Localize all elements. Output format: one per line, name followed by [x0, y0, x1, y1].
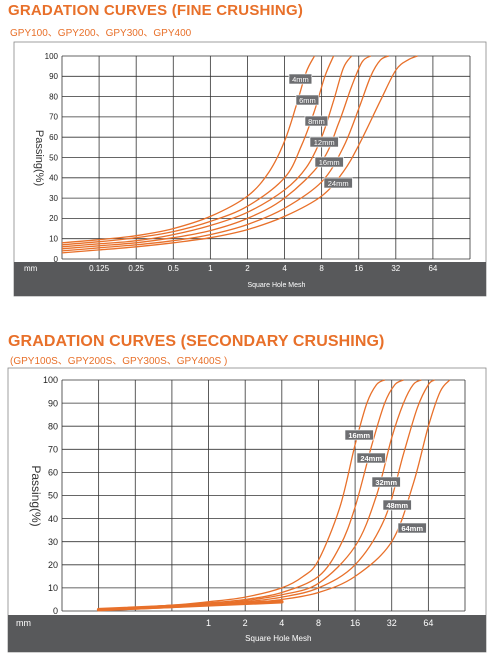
y-tick-label: 40 — [49, 174, 58, 183]
series-label: 32mm — [375, 478, 397, 487]
x-axis-band — [14, 262, 486, 296]
curve-12mm — [62, 55, 372, 250]
y-tick-label: 50 — [49, 153, 58, 162]
x-tick-label: 0.25 — [128, 264, 144, 273]
chart1-subtitle: GPY100、GPY200、GPY300、GPY400 — [10, 28, 192, 39]
y-tick-label: 10 — [48, 583, 58, 593]
series-tag-8mm — [304, 115, 329, 127]
series-label: 48mm — [386, 501, 408, 510]
y-tick-label: 60 — [49, 133, 58, 142]
grid — [61, 55, 471, 260]
y-tick-label: 60 — [48, 468, 58, 478]
series-label: 24mm — [360, 454, 382, 463]
x-tick-label: 32 — [387, 618, 397, 628]
y-tick-label: 50 — [48, 491, 58, 501]
series-label: 16mm — [348, 431, 370, 440]
curve-24mm — [62, 55, 418, 254]
y-tick-label: 70 — [48, 444, 58, 454]
y-tick-label: 0 — [53, 606, 58, 616]
series-label: 64mm — [401, 524, 423, 533]
series-tag-32mm — [371, 476, 401, 488]
y-tick-label: 90 — [49, 72, 58, 81]
y-tick-label: 30 — [48, 537, 58, 547]
y-tick-label: 80 — [48, 421, 58, 431]
y-tick-label: 0 — [54, 255, 59, 264]
y-tick-label: 10 — [49, 235, 58, 244]
x-axis-band — [8, 615, 486, 652]
series-label: 12mm — [314, 138, 335, 147]
x-axis-title: Square Hole Mesh — [245, 634, 311, 643]
chart2-title: GRADATION CURVES (SECONDARY CRUSHING) — [8, 333, 385, 350]
y-tick-label: 20 — [48, 560, 58, 570]
series-tag-16mm — [314, 156, 344, 168]
y-tick-label: 100 — [43, 375, 58, 385]
x-tick-label: 0.125 — [89, 264, 110, 273]
chart-1: 0 10 20 30 40 50 60 70 80 90 100 Passing(%) 0.125 0.2… — [13, 41, 487, 297]
y-tick-label: 70 — [49, 113, 58, 122]
chart-frame — [7, 367, 487, 653]
chart-2: 0 10 20 30 40 50 60 70 80 90 100 Passing(%) 1 2 4 8 16 32… — [7, 367, 487, 653]
chart1-title: GRADATION CURVES (FINE CRUSHING) — [8, 2, 304, 19]
x-tick-label: 1 — [206, 618, 211, 628]
x-tick-label: 2 — [243, 618, 248, 628]
x-tick-label: 64 — [428, 264, 437, 273]
x-tick-label: 16 — [350, 618, 360, 628]
series-tag-6mm — [295, 94, 320, 106]
x-tick-label: 0.5 — [168, 264, 180, 273]
series-label: 8mm — [308, 117, 325, 126]
y-axis-title: Passing(%) — [29, 465, 43, 526]
grid — [61, 379, 466, 612]
curve-16mm — [62, 55, 389, 252]
x-tick-label: 4 — [282, 264, 287, 273]
y-tick-label: 90 — [48, 398, 58, 408]
x-unit-label: mm — [16, 618, 31, 628]
x-tick-label: 1 — [208, 264, 213, 273]
x-tick-label: 4 — [279, 618, 284, 628]
x-tick-label: 8 — [319, 264, 324, 273]
curve-24mm — [98, 379, 404, 611]
series-label: 6mm — [299, 96, 316, 105]
curve-16mm — [98, 379, 386, 611]
series-tag-4mm — [288, 73, 313, 85]
y-tick-label: 30 — [49, 194, 58, 203]
x-unit-label: mm — [24, 264, 38, 273]
curve-8mm — [62, 55, 353, 248]
series-label: 16mm — [319, 158, 340, 167]
curve-4mm — [62, 55, 316, 244]
series-tag-24mm — [323, 177, 353, 189]
series-tag-24mm — [356, 452, 386, 464]
x-axis-title: Square Hole Mesh — [247, 282, 305, 289]
y-tick-label: 100 — [45, 52, 59, 61]
chart-frame — [13, 41, 487, 297]
x-tick-label: 64 — [423, 618, 433, 628]
x-tick-label: 2 — [245, 264, 250, 273]
chart2-subtitle: (GPY100S、GPY200S、GPY300S、GPY400S ) — [10, 356, 228, 367]
series-tag-12mm — [309, 136, 339, 148]
series-tag-16mm — [344, 429, 374, 441]
series-label: 4mm — [292, 75, 309, 84]
x-tick-label: 16 — [354, 264, 363, 273]
curve-base-band — [96, 600, 284, 612]
y-tick-label: 80 — [49, 92, 58, 101]
x-tick-label: 8 — [316, 618, 321, 628]
y-axis-title: Passing(%) — [33, 130, 45, 186]
series-tag-48mm — [382, 499, 412, 511]
x-tick-label: 32 — [391, 264, 400, 273]
y-tick-label: 20 — [49, 214, 58, 223]
series-tag-64mm — [397, 522, 427, 534]
y-tick-label: 40 — [48, 514, 58, 524]
series-label: 24mm — [328, 179, 349, 188]
